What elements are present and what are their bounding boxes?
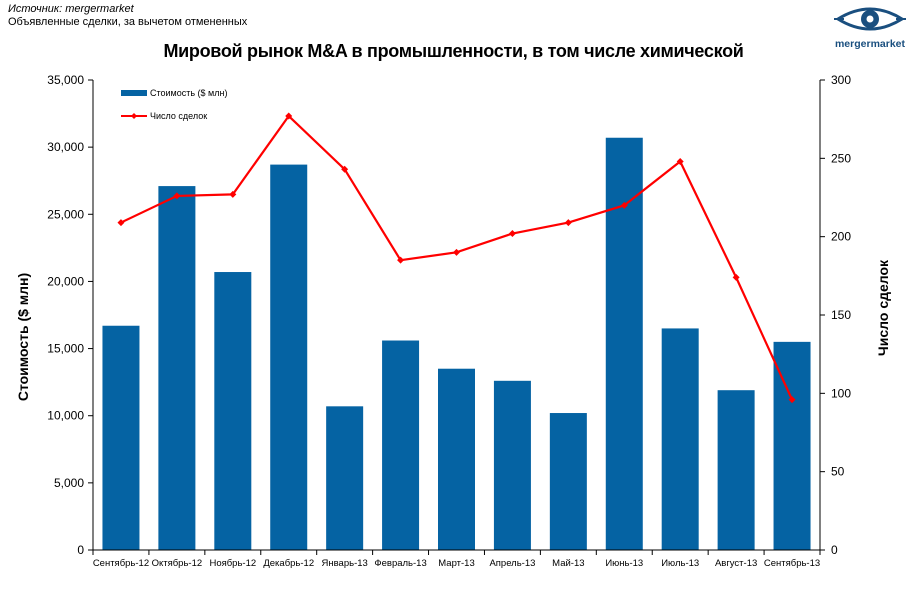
bar bbox=[326, 406, 364, 550]
y-tick-label: 15,000 bbox=[47, 342, 84, 356]
y-tick-label: 0 bbox=[77, 543, 84, 557]
source-note: Источник: mergermarket Объявленные сделк… bbox=[8, 3, 247, 29]
deals-point bbox=[676, 157, 684, 165]
x-tick-label: Март-13 bbox=[438, 558, 474, 569]
x-tick-label: Декабрь-12 bbox=[263, 558, 314, 569]
y-tick-label: 25,000 bbox=[47, 207, 84, 221]
chart-title: Мировой рынок M&A в промышленности, в то… bbox=[163, 41, 744, 61]
y2-tick-label: 50 bbox=[831, 465, 845, 479]
deals-point bbox=[397, 256, 405, 264]
bar bbox=[158, 186, 196, 551]
y2-tick-label: 100 bbox=[831, 386, 851, 400]
x-tick-label: Январь-13 bbox=[322, 558, 368, 569]
legend-line-marker bbox=[131, 113, 137, 119]
bar bbox=[214, 272, 252, 550]
y-tick-label: 10,000 bbox=[47, 409, 84, 423]
y-tick-label: 35,000 bbox=[47, 73, 84, 87]
bar bbox=[270, 164, 308, 550]
x-tick-label: Август-13 bbox=[715, 558, 757, 569]
x-tick-label: Июль-13 bbox=[661, 558, 699, 569]
deals-point bbox=[732, 273, 740, 281]
x-tick-label: Октябрь-12 bbox=[152, 558, 203, 569]
eye-logo-icon: mergermarket bbox=[834, 2, 906, 50]
bar bbox=[102, 325, 140, 550]
legend-bar-swatch bbox=[121, 90, 147, 96]
x-tick-label: Ноябрь-12 bbox=[209, 558, 256, 569]
y2-tick-label: 200 bbox=[831, 230, 851, 244]
x-tick-label: Июнь-13 bbox=[605, 558, 643, 569]
bar bbox=[438, 368, 475, 550]
bar bbox=[717, 390, 755, 550]
y-tick-label: 20,000 bbox=[47, 274, 84, 288]
source-line: Источник: mergermarket bbox=[8, 3, 134, 15]
bar bbox=[382, 340, 420, 550]
y2-tick-label: 0 bbox=[831, 543, 838, 557]
deals-point bbox=[620, 201, 628, 209]
bar bbox=[661, 328, 699, 550]
x-tick-label: Сентябрь-12 bbox=[93, 558, 149, 569]
legend-bar-label: Стоимость ($ млн) bbox=[150, 88, 227, 98]
x-tick-label: Февраль-13 bbox=[374, 558, 426, 569]
y-tick-label: 30,000 bbox=[47, 140, 84, 154]
x-tick-label: Сентябрь-13 bbox=[764, 558, 820, 569]
bar bbox=[549, 413, 587, 550]
y2-tick-label: 250 bbox=[831, 151, 851, 165]
y2-tick-label: 300 bbox=[831, 73, 851, 87]
x-tick-label: Апрель-13 bbox=[489, 558, 535, 569]
bar bbox=[605, 137, 643, 550]
deals-point bbox=[788, 396, 796, 404]
mergermarket-logo: mergermarket bbox=[834, 2, 906, 50]
x-tick-label: Май-13 bbox=[552, 558, 584, 569]
bar bbox=[493, 380, 531, 550]
logo-text: mergermarket bbox=[835, 38, 906, 50]
deals-point bbox=[285, 112, 293, 120]
filter-note: Объявленные сделки, за вычетом отмененны… bbox=[8, 16, 248, 28]
deals-point bbox=[453, 248, 460, 256]
deals-point bbox=[564, 219, 572, 227]
deals-point bbox=[341, 165, 349, 173]
deals-point bbox=[508, 230, 516, 238]
deals-point bbox=[173, 192, 181, 200]
legend-line-label: Число сделок bbox=[150, 111, 207, 121]
deals-point bbox=[229, 190, 237, 198]
y-tick-label: 5,000 bbox=[54, 476, 84, 490]
y2-tick-label: 150 bbox=[831, 308, 851, 322]
deals-point bbox=[117, 219, 125, 227]
bar bbox=[773, 341, 811, 550]
